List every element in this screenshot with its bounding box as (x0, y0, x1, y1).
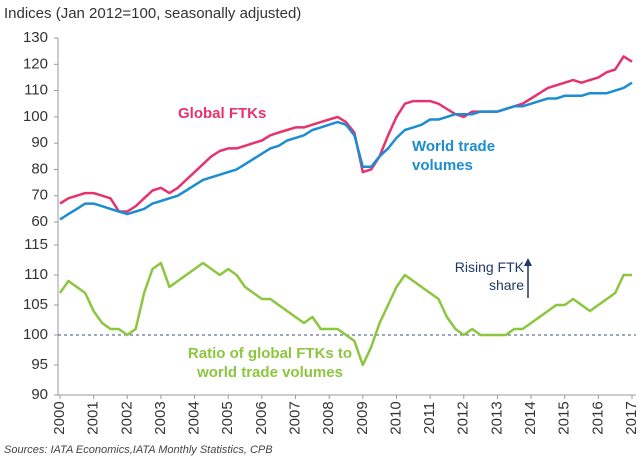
y-tick-label: 110 (24, 266, 48, 283)
y-tick-label: 60 (31, 213, 48, 230)
x-tick-label: 2003 (152, 401, 169, 434)
y-tick-label: 80 (31, 160, 48, 177)
arrow-head (524, 258, 532, 266)
series-line (59, 55, 633, 213)
y-tick-label: 115 (24, 236, 48, 253)
y-tick-label: 130 (23, 29, 48, 46)
series-label: Global FTKs (178, 105, 267, 122)
x-tick-label: 2006 (253, 401, 270, 434)
x-tick-label: 2016 (589, 401, 606, 434)
y-tick-label: 90 (31, 134, 48, 151)
x-tick-label: 2012 (455, 401, 472, 434)
x-tick-label: 2015 (556, 401, 573, 434)
y-tick-label: 95 (31, 356, 48, 373)
series-line (58, 261, 632, 367)
y-tick-label: 105 (23, 296, 48, 313)
source: Sources: IATA Economics,IATA Monthly Sta… (4, 444, 273, 456)
x-tick-label: 2004 (186, 401, 203, 434)
x-tick-label: 2005 (219, 401, 236, 434)
x-tick-label: 2017 (623, 401, 640, 434)
y-tick-label: 70 (31, 187, 48, 204)
series-line (59, 81, 633, 221)
annotation: Rising FTK share (454, 259, 524, 293)
series-label: World trade volumes (412, 138, 496, 174)
x-tick-label: 2014 (522, 401, 539, 434)
x-tick-label: 2007 (286, 401, 303, 434)
y-tick-label: 100 (23, 326, 48, 343)
series-label: Ratio of global FTKs to world trade volu… (187, 345, 353, 381)
x-tick-label: 2008 (320, 401, 337, 434)
x-tick-label: 2001 (85, 401, 102, 434)
x-tick-label: 2009 (354, 401, 371, 434)
x-tick-label: 2000 (51, 401, 68, 434)
chart-title: Indices (Jan 2012=100, seasonally adjust… (4, 5, 301, 22)
y-tick-label: 90 (31, 386, 48, 403)
y-tick-label: 120 (23, 55, 48, 72)
x-tick-label: 2011 (421, 402, 438, 434)
y-tick-label: 110 (24, 82, 48, 99)
x-tick-label: 2013 (488, 401, 505, 434)
y-tick-label: 100 (23, 108, 48, 125)
x-tick-label: 2010 (387, 401, 404, 434)
x-tick-label: 2002 (118, 401, 135, 434)
